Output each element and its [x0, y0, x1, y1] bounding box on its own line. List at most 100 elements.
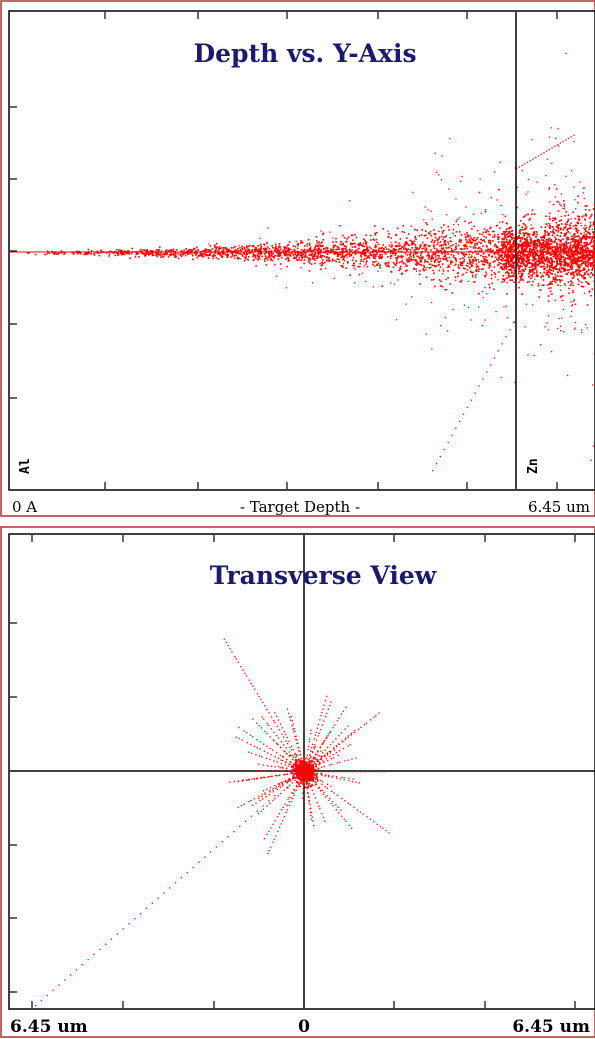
ion-point-outlier [578, 218, 581, 220]
ion-point [508, 276, 510, 278]
ion-point-dense [520, 255, 522, 258]
ion-point-dense [569, 246, 572, 249]
ion-point-dense [577, 263, 580, 266]
ion-point [536, 271, 538, 274]
ion-point [417, 262, 420, 264]
scatter-point [559, 325, 562, 327]
ion-point [230, 251, 233, 254]
ion-point [306, 243, 308, 245]
ion-point-dense [582, 253, 585, 256]
ion-point [349, 253, 352, 255]
ion-point-core [310, 761, 313, 764]
ion-point [530, 266, 533, 268]
ion-point [392, 252, 395, 254]
ion-spoke-point [256, 770, 258, 772]
ion-point-dense [585, 248, 587, 251]
ion-point-dense [511, 271, 513, 274]
ion-point-outlier [571, 170, 573, 172]
ion-point-dense [562, 264, 565, 267]
ion-point-dense [581, 256, 584, 259]
ion-point [309, 262, 311, 264]
ion-point [262, 248, 265, 250]
ion-point [450, 247, 453, 250]
ion-point [342, 234, 344, 237]
ion-point [390, 246, 392, 248]
ion-point-core [313, 757, 316, 760]
ion-spoke-point [309, 811, 312, 813]
ion-point [567, 265, 569, 268]
ion-point [486, 229, 488, 231]
ion-point-dense [511, 254, 514, 257]
ion-point [556, 200, 559, 203]
ion-point [536, 240, 539, 243]
ion-point [475, 263, 478, 265]
ion-point [460, 248, 463, 250]
ion-point [369, 234, 372, 237]
ion-point [374, 246, 376, 249]
ion-point [457, 266, 460, 269]
ion-point [485, 260, 487, 263]
ion-point [464, 244, 467, 246]
ion-spoke-point [253, 745, 256, 747]
ion-point [246, 252, 248, 254]
ion-point-dense [548, 260, 551, 263]
ion-point-dense [524, 224, 527, 227]
ion-point [466, 245, 468, 248]
ion-point [503, 256, 506, 258]
ion-spoke-point [277, 765, 280, 768]
ion-point [266, 246, 269, 248]
scatter-point [559, 203, 561, 205]
ion-point-core [297, 767, 300, 769]
ion-spoke-point [270, 754, 272, 756]
ion-point-dense [571, 258, 574, 260]
ion-point [578, 242, 581, 244]
ion-point-core [308, 760, 310, 763]
ion-point-dense [557, 227, 559, 230]
ion-point [528, 280, 531, 283]
streak-point [535, 156, 537, 159]
ion-point [552, 276, 555, 279]
ion-point [448, 266, 451, 268]
ion-point-dense [523, 263, 525, 266]
transverse-view-chart: Transverse View 6.45 um 0 6.45 um [0, 526, 595, 1038]
ion-point-dense [525, 240, 528, 243]
ion-point [76, 252, 79, 255]
ion-point-outlier [454, 264, 456, 266]
ion-point [554, 276, 557, 278]
scatter-point [544, 243, 546, 245]
ion-point [570, 273, 572, 276]
ion-point [276, 255, 279, 257]
ion-point [494, 243, 497, 246]
ion-point [396, 227, 399, 230]
ion-point [352, 239, 354, 241]
ion-spoke-point [329, 764, 331, 766]
ion-point-dense [541, 274, 544, 277]
ion-point [440, 247, 443, 250]
ion-point [486, 261, 489, 264]
ion-point-dense [505, 245, 508, 247]
ion-point-dense [512, 243, 515, 245]
ion-point [474, 276, 477, 279]
ion-point [377, 243, 380, 246]
ion-spoke-point [280, 781, 282, 784]
ion-point [506, 234, 508, 236]
ion-point [230, 256, 232, 258]
ion-point-outlier [342, 263, 345, 265]
ion-point-outlier [239, 258, 241, 260]
ion-point [593, 280, 595, 283]
ion-point-dense [586, 270, 588, 273]
ion-point [388, 244, 391, 247]
ion-point [559, 250, 561, 252]
ion-point-core [294, 777, 297, 779]
ion-spoke-point [316, 772, 318, 775]
ion-point-dense [510, 245, 513, 248]
ion-point [455, 258, 457, 261]
ion-point [471, 241, 474, 244]
ion-point [85, 253, 87, 256]
ion-point-outlier [544, 326, 546, 328]
ion-spoke-point [289, 716, 291, 718]
ion-point-outlier [534, 278, 536, 280]
outer-frame [0, 0, 595, 517]
ion-point [415, 253, 417, 255]
ion-point [563, 283, 566, 285]
